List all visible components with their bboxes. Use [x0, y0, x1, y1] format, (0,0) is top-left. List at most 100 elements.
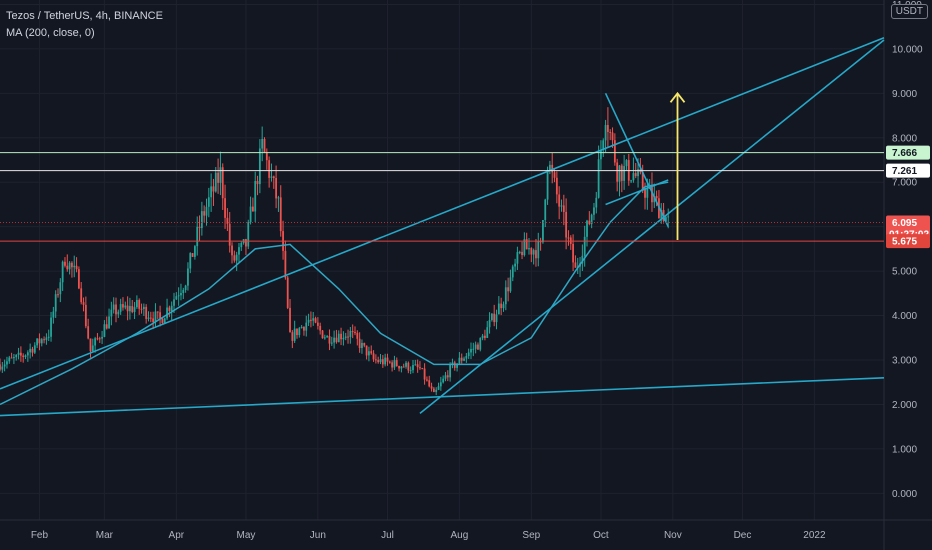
candle-body: [323, 337, 326, 339]
candle-body: [532, 250, 535, 255]
candle-body: [463, 358, 465, 361]
chart-legend: Tezos / TetherUS, 4h, BINANCE MA (200, c…: [6, 8, 163, 42]
candle-body: [611, 132, 614, 141]
candle-body: [268, 160, 271, 178]
candle-body: [303, 326, 305, 331]
trendline: [605, 179, 669, 206]
candle-body: [284, 250, 287, 278]
candle-body: [393, 360, 396, 368]
candle-body: [193, 246, 196, 257]
candle-body: [61, 261, 64, 283]
candle-body: [553, 172, 556, 178]
candle-body: [442, 378, 445, 383]
candle-body: [89, 338, 92, 352]
candle-body: [73, 265, 76, 268]
candle-body: [249, 206, 252, 223]
candle-body: [377, 360, 380, 363]
candle-body: [395, 360, 398, 367]
candle-body: [140, 308, 143, 310]
candle-body: [667, 216, 670, 218]
currency-unit-button[interactable]: USDT: [890, 4, 928, 19]
candle-body: [479, 338, 482, 350]
candle-body: [477, 344, 479, 350]
candle-body: [105, 324, 108, 329]
candle-body: [500, 303, 503, 309]
candle-body: [439, 382, 442, 387]
candle-body: [632, 173, 635, 181]
candle-body: [555, 177, 558, 195]
candle-body: [530, 248, 533, 255]
candle-body: [590, 214, 593, 225]
candle-body: [456, 363, 458, 368]
candle-body: [245, 239, 247, 247]
candle-body: [423, 368, 426, 380]
candle-body: [372, 353, 375, 360]
candle-body: [565, 211, 568, 238]
candle-body: [221, 167, 224, 199]
candle-body: [412, 365, 414, 371]
candle-body: [275, 178, 278, 199]
candle-body: [379, 359, 382, 363]
candle-body: [196, 226, 199, 247]
candle-body: [653, 195, 656, 203]
candle-body: [293, 328, 296, 341]
candle-body: [166, 307, 168, 319]
candle-body: [84, 304, 87, 327]
candle-body: [651, 187, 653, 203]
candle-body: [142, 306, 145, 310]
candle-body: [122, 304, 124, 308]
candle-body: [131, 306, 134, 313]
candle-body: [77, 269, 80, 289]
candle-body: [340, 333, 342, 340]
y-tick-label: 2.000: [892, 400, 917, 411]
candle-body: [300, 326, 303, 329]
candle-body: [583, 236, 586, 256]
candle-body: [119, 304, 122, 312]
candle-body: [472, 348, 475, 350]
candle-body: [147, 317, 150, 319]
candle-body: [490, 313, 493, 321]
candle-body: [279, 197, 282, 232]
candle-body: [261, 138, 264, 149]
candle-body: [349, 331, 352, 337]
candle-body: [546, 170, 549, 200]
candle-body: [493, 313, 496, 323]
candle-body: [13, 357, 15, 359]
candle-body: [419, 367, 421, 369]
candle-body: [191, 253, 194, 257]
y-tick-label: 5.000: [892, 267, 917, 278]
candle-body: [135, 300, 138, 308]
candle-body: [8, 357, 11, 362]
candle-body: [177, 295, 180, 297]
candle-body: [430, 386, 433, 389]
candle-body: [110, 309, 113, 317]
candle-body: [168, 307, 171, 311]
candle-body: [45, 337, 48, 341]
candle-body: [535, 250, 537, 259]
candle-body: [593, 207, 595, 215]
candle-body: [117, 311, 120, 315]
candle-body: [488, 320, 491, 328]
candle-body: [428, 380, 431, 387]
candle-body: [52, 311, 55, 318]
candle-body: [198, 226, 201, 229]
candle-body: [467, 352, 470, 356]
candle-body: [451, 362, 454, 365]
candle-body: [391, 362, 394, 368]
price-tag-label: 6.095: [892, 218, 917, 229]
candle-body: [307, 319, 310, 323]
candle-body: [145, 306, 148, 319]
candle-body: [87, 326, 90, 339]
price-tag-label: 7.666: [892, 148, 917, 159]
candle-body: [330, 342, 333, 344]
candle-body: [270, 176, 273, 178]
candle-body: [386, 357, 389, 362]
candle-body: [138, 300, 141, 309]
candle-body: [277, 197, 280, 199]
candle-body: [321, 330, 324, 339]
candle-body: [363, 342, 366, 346]
candle-body: [108, 316, 110, 329]
price-tag: [886, 163, 930, 178]
candle-body: [660, 210, 663, 219]
